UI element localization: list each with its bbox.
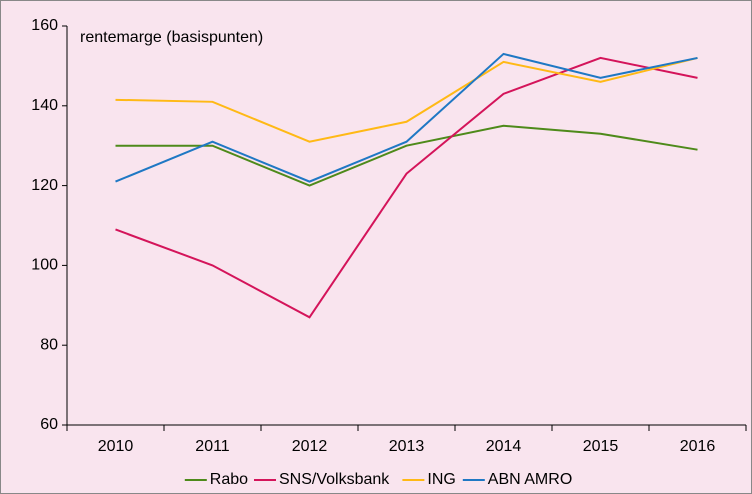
- y-tick-label: 60: [40, 416, 58, 433]
- series-line: [115, 124, 698, 187]
- annotation: rentemarge (basispunten): [80, 29, 263, 46]
- legend-label: Rabo: [210, 471, 248, 488]
- x-tick-label: 2016: [680, 438, 716, 455]
- series-line: [115, 56, 698, 319]
- x-tick-label: 2010: [98, 438, 134, 455]
- x-tick-label: 2013: [389, 438, 425, 455]
- legend-label: ING: [427, 471, 455, 488]
- y-tick-label: 120: [31, 177, 58, 194]
- series-line: [115, 52, 698, 183]
- y-tick-label: 140: [31, 97, 58, 114]
- y-tick-label: 160: [31, 17, 58, 34]
- x-tick-label: 2015: [583, 438, 619, 455]
- y-tick-label: 100: [31, 257, 58, 274]
- series-line: [115, 56, 698, 143]
- y-tick-label: 80: [40, 336, 58, 353]
- x-tick-label: 2014: [486, 438, 522, 455]
- legend-label: SNS/Volksbank: [279, 471, 390, 488]
- legend-label: ABN AMRO: [488, 471, 572, 488]
- x-tick-label: 2012: [292, 438, 328, 455]
- x-tick-label: 2011: [195, 438, 230, 455]
